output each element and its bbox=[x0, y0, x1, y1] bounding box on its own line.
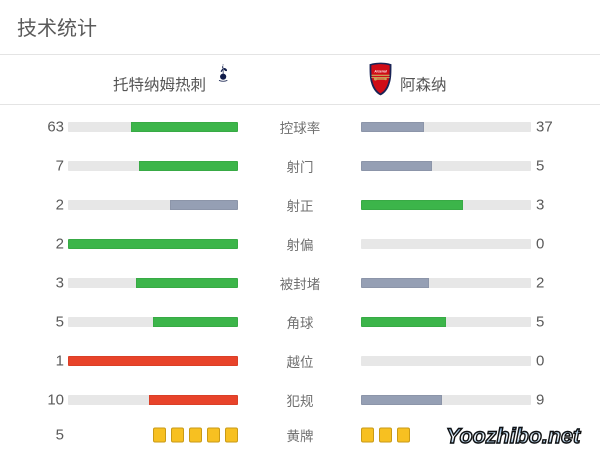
svg-text:Arsenal: Arsenal bbox=[373, 69, 386, 73]
